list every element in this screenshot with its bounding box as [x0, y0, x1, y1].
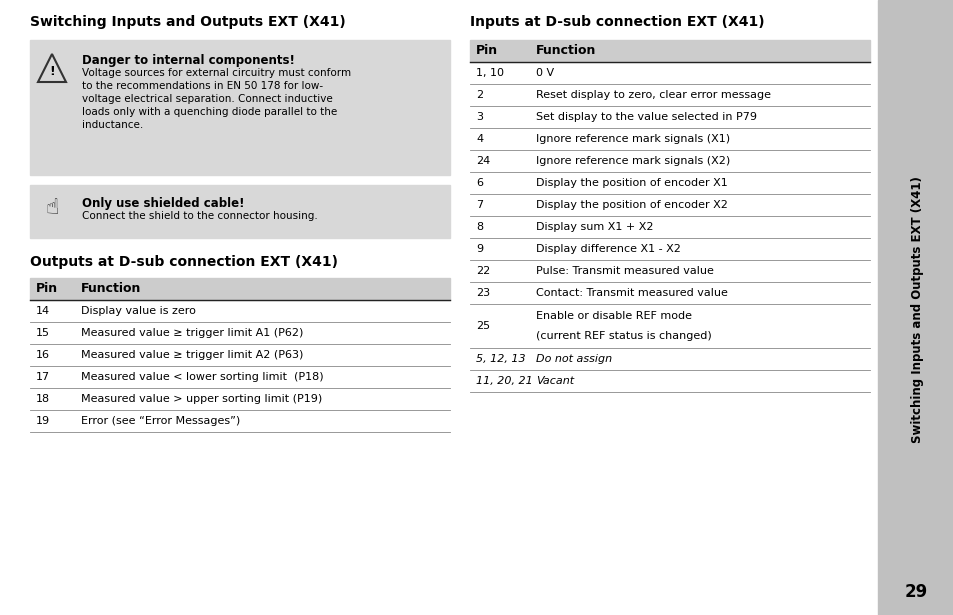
Bar: [30, 278, 450, 300]
Text: Only use shielded cable!: Only use shielded cable!: [82, 197, 244, 210]
Bar: [470, 40, 869, 62]
Text: (current REF status is changed): (current REF status is changed): [536, 331, 711, 341]
Text: Do not assign: Do not assign: [536, 354, 612, 364]
Text: Display value is zero: Display value is zero: [81, 306, 195, 316]
Text: 7: 7: [476, 200, 482, 210]
Text: 8: 8: [476, 222, 482, 232]
Bar: [877, 0, 953, 615]
Text: to the recommendations in EN 50 178 for low-: to the recommendations in EN 50 178 for …: [82, 81, 323, 91]
Text: 2: 2: [476, 90, 482, 100]
Bar: [30, 40, 450, 175]
Text: !: !: [49, 65, 55, 78]
Text: Measured value < lower sorting limit  (P18): Measured value < lower sorting limit (P1…: [81, 372, 323, 382]
Text: Pin: Pin: [476, 44, 497, 57]
Text: 19: 19: [36, 416, 51, 426]
Text: Outputs at D-sub connection EXT (X41): Outputs at D-sub connection EXT (X41): [30, 255, 337, 269]
Text: Ignore reference mark signals (X1): Ignore reference mark signals (X1): [536, 134, 729, 144]
Text: 25: 25: [476, 321, 490, 331]
Text: 6: 6: [476, 178, 482, 188]
Text: Ignore reference mark signals (X2): Ignore reference mark signals (X2): [536, 156, 729, 166]
Text: 23: 23: [476, 288, 490, 298]
Text: 16: 16: [36, 350, 50, 360]
Text: Voltage sources for external circuitry must conform: Voltage sources for external circuitry m…: [82, 68, 351, 78]
Text: Measured value > upper sorting limit (P19): Measured value > upper sorting limit (P1…: [81, 394, 322, 404]
Text: Display the position of encoder X2: Display the position of encoder X2: [536, 200, 727, 210]
Text: Display sum X1 + X2: Display sum X1 + X2: [536, 222, 653, 232]
Text: Inputs at D-sub connection EXT (X41): Inputs at D-sub connection EXT (X41): [470, 15, 763, 29]
Text: voltage electrical separation. Connect inductive: voltage electrical separation. Connect i…: [82, 94, 333, 104]
Text: 1, 10: 1, 10: [476, 68, 503, 78]
Text: Enable or disable REF mode: Enable or disable REF mode: [536, 311, 691, 321]
Text: Measured value ≥ trigger limit A1 (P62): Measured value ≥ trigger limit A1 (P62): [81, 328, 303, 338]
Text: Reset display to zero, clear error message: Reset display to zero, clear error messa…: [536, 90, 770, 100]
Text: Display difference X1 - X2: Display difference X1 - X2: [536, 244, 680, 254]
Text: 4: 4: [476, 134, 482, 144]
Text: Switching Inputs and Outputs EXT (X41): Switching Inputs and Outputs EXT (X41): [30, 15, 345, 29]
Text: Measured value ≥ trigger limit A2 (P63): Measured value ≥ trigger limit A2 (P63): [81, 350, 303, 360]
Text: Pin: Pin: [36, 282, 58, 295]
Text: Danger to internal components!: Danger to internal components!: [82, 54, 294, 67]
Text: Display the position of encoder X1: Display the position of encoder X1: [536, 178, 727, 188]
Text: Function: Function: [536, 44, 596, 57]
Text: ☝: ☝: [45, 197, 59, 218]
Text: Switching Inputs and Outputs EXT (X41): Switching Inputs and Outputs EXT (X41): [910, 177, 923, 443]
Text: Pulse: Transmit measured value: Pulse: Transmit measured value: [536, 266, 713, 276]
Text: loads only with a quenching diode parallel to the: loads only with a quenching diode parall…: [82, 107, 337, 117]
Text: 17: 17: [36, 372, 51, 382]
Text: 0 V: 0 V: [536, 68, 554, 78]
Text: Error (see “Error Messages”): Error (see “Error Messages”): [81, 416, 240, 426]
Text: Set display to the value selected in P79: Set display to the value selected in P79: [536, 112, 757, 122]
Text: 11, 20, 21: 11, 20, 21: [476, 376, 532, 386]
Text: 9: 9: [476, 244, 482, 254]
Text: 22: 22: [476, 266, 490, 276]
Text: 24: 24: [476, 156, 490, 166]
Text: inductance.: inductance.: [82, 120, 143, 130]
Text: Function: Function: [81, 282, 141, 295]
Text: 5, 12, 13: 5, 12, 13: [476, 354, 525, 364]
Text: 29: 29: [903, 583, 926, 601]
Text: 3: 3: [476, 112, 482, 122]
Text: 18: 18: [36, 394, 51, 404]
Text: 14: 14: [36, 306, 51, 316]
Bar: [30, 185, 450, 238]
Text: Vacant: Vacant: [536, 376, 574, 386]
Text: Contact: Transmit measured value: Contact: Transmit measured value: [536, 288, 727, 298]
Text: 15: 15: [36, 328, 50, 338]
Text: Connect the shield to the connector housing.: Connect the shield to the connector hous…: [82, 211, 317, 221]
